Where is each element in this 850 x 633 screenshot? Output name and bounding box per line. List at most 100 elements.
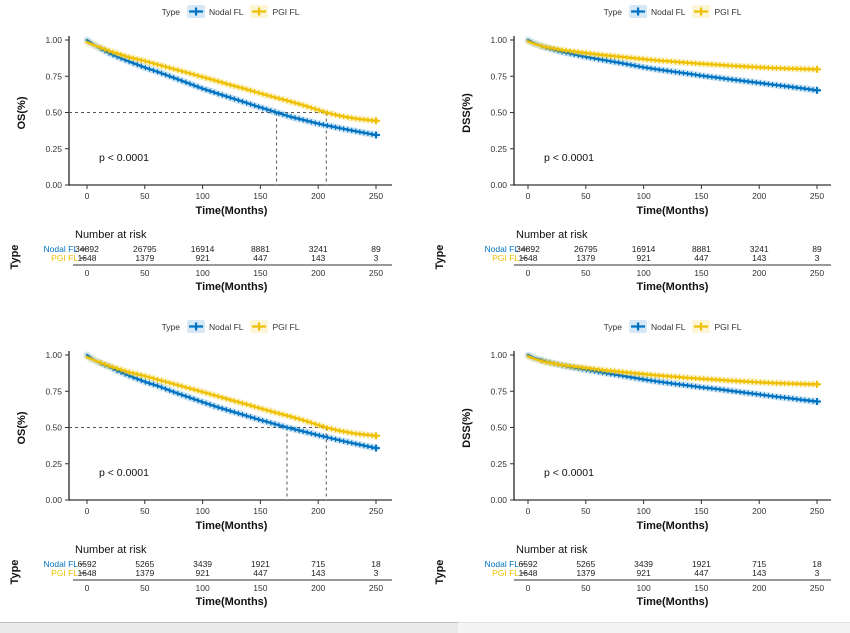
- x-tick-label: 0: [526, 506, 531, 516]
- x-tick-label: 200: [752, 506, 766, 516]
- legend-item: Nodal FL: [629, 5, 686, 18]
- risk-value: 921: [196, 568, 210, 578]
- x-axis-title: Time(Months): [637, 205, 709, 217]
- risk-value: 5265: [576, 559, 595, 569]
- y-tick-label: 0.50: [490, 423, 507, 433]
- risk-value: 143: [311, 568, 325, 578]
- scrollbar-track-right[interactable]: [458, 622, 850, 633]
- legend-item: PGI FL: [250, 5, 300, 18]
- risk-table-title: Number at risk: [516, 544, 588, 556]
- km-panel-os-matched: Type Nodal FL PGI FL 1.00 0.75 0.50 0.25 0.00 0 5…: [0, 315, 425, 622]
- risk-value: 3: [374, 253, 379, 263]
- x-tick-label: 50: [140, 506, 150, 516]
- x-tick-label: 0: [526, 191, 531, 201]
- risk-x-tick-label: 0: [526, 268, 531, 278]
- risk-x-tick-label: 200: [311, 583, 325, 593]
- risk-row-label: PGI FL: [51, 253, 78, 263]
- x-axis-title: Time(Months): [196, 520, 268, 532]
- risk-value: 1648: [519, 253, 538, 263]
- y-tick-label: 1.00: [45, 350, 62, 360]
- x-tick-label: 50: [581, 191, 591, 201]
- x-tick-label: 200: [311, 191, 325, 201]
- scrollbar-track-left[interactable]: [0, 622, 458, 633]
- risk-table-title: Number at risk: [75, 229, 147, 241]
- risk-row-label: Nodal FL: [485, 559, 520, 569]
- risk-value: 16914: [191, 244, 215, 254]
- risk-x-tick-label: 200: [752, 583, 766, 593]
- km-panel-os-unmatched: Type Nodal FL PGI FL 1.00 0.75 0.50 0.25 0.00 0 5…: [0, 0, 425, 307]
- x-tick-label: 100: [196, 191, 210, 201]
- risk-value: 89: [812, 244, 822, 254]
- legend: Type Nodal FL PGI FL: [162, 5, 300, 18]
- legend-item: PGI FL: [250, 320, 300, 333]
- risk-x-axis-title: Time(Months): [637, 596, 709, 608]
- y-tick-label: 0.25: [490, 144, 507, 154]
- y-tick-label: 0.00: [490, 180, 507, 190]
- risk-x-tick-label: 250: [810, 583, 824, 593]
- risk-value: 1379: [135, 253, 154, 263]
- x-tick-label: 50: [140, 191, 150, 201]
- risk-value: 3: [815, 253, 820, 263]
- risk-x-axis-title: Time(Months): [196, 281, 268, 293]
- risk-value: 26795: [574, 244, 598, 254]
- y-tick-label: 0.25: [490, 459, 507, 469]
- legend-item-label: PGI FL: [272, 321, 300, 332]
- x-tick-label: 250: [810, 506, 824, 516]
- risk-x-tick-label: 0: [85, 268, 90, 278]
- risk-value: 1379: [576, 253, 595, 263]
- y-tick-label: 0.25: [45, 459, 62, 469]
- risk-value: 34892: [516, 244, 540, 254]
- x-tick-label: 0: [85, 506, 90, 516]
- x-tick-label: 250: [810, 191, 824, 201]
- risk-x-tick-label: 0: [85, 583, 90, 593]
- legend-key-plus-icon: [629, 5, 647, 18]
- y-tick-label: 0.75: [45, 71, 62, 81]
- x-tick-label: 100: [196, 506, 210, 516]
- risk-x-tick-label: 100: [637, 583, 651, 593]
- x-tick-label: 50: [581, 506, 591, 516]
- x-axis-title: Time(Months): [637, 520, 709, 532]
- risk-group-axis-title: Type: [9, 560, 21, 585]
- legend: Type Nodal FL PGI FL: [604, 320, 742, 333]
- risk-value: 1921: [692, 559, 711, 569]
- risk-value: 715: [752, 559, 766, 569]
- risk-value: 8881: [692, 244, 711, 254]
- window-bottom-scrollbar[interactable]: [0, 622, 850, 633]
- risk-table-title: Number at risk: [75, 544, 147, 556]
- risk-x-tick-label: 150: [694, 583, 708, 593]
- y-tick-label: 0.50: [45, 423, 62, 433]
- risk-value: 447: [694, 253, 708, 263]
- risk-value: 143: [311, 253, 325, 263]
- y-axis-title: DSS(%): [461, 93, 473, 133]
- legend-item-label: PGI FL: [272, 6, 300, 17]
- risk-value: 89: [371, 244, 381, 254]
- risk-value: 1648: [78, 253, 97, 263]
- x-tick-label: 200: [752, 191, 766, 201]
- risk-value: 447: [694, 568, 708, 578]
- risk-row-label: PGI FL: [51, 568, 78, 578]
- risk-value: 3: [815, 568, 820, 578]
- x-tick-label: 0: [85, 191, 90, 201]
- y-tick-label: 0.75: [490, 71, 507, 81]
- km-plot: 1.00 0.75 0.50 0.25 0.00 0 50 100 150 200 250 OS(%)…: [16, 350, 392, 532]
- risk-value: 3439: [634, 559, 653, 569]
- risk-x-tick-label: 200: [311, 268, 325, 278]
- risk-value: 143: [752, 568, 766, 578]
- legend-key-plus-icon: [187, 320, 205, 333]
- legend-title: Type: [603, 6, 622, 17]
- risk-value: 26795: [133, 244, 157, 254]
- risk-value: 1379: [576, 568, 595, 578]
- p-value-label: p < 0.0001: [544, 467, 594, 479]
- legend-item-label: PGI FL: [714, 321, 742, 332]
- y-tick-label: 1.00: [490, 35, 507, 45]
- risk-value: 921: [637, 253, 651, 263]
- risk-value: 6592: [78, 559, 97, 569]
- risk-value: 715: [311, 559, 325, 569]
- x-tick-label: 250: [369, 191, 383, 201]
- y-tick-label: 0.25: [45, 144, 62, 154]
- x-tick-label: 150: [694, 191, 708, 201]
- legend-key-plus-icon: [250, 320, 269, 333]
